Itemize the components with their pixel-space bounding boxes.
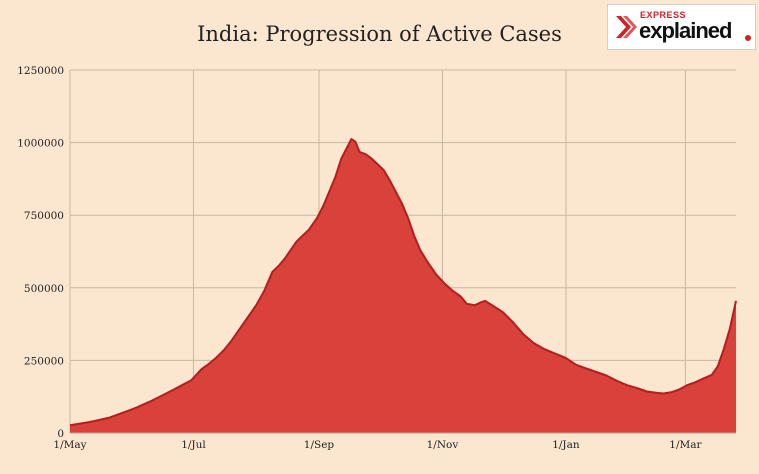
x-tick-label: 1/May <box>53 439 86 451</box>
y-tick-label: 500000 <box>24 283 64 295</box>
y-axis-ticks: 0 250000 500000 750000 1000000 1250000 <box>17 65 64 440</box>
logo-chevron-icon <box>616 16 637 38</box>
x-tick-label: 1/Sep <box>304 439 335 451</box>
express-explained-logo: EXPRESS explained <box>607 4 756 50</box>
y-tick-label: 250000 <box>24 355 64 367</box>
y-tick-label: 1250000 <box>17 65 64 77</box>
x-tick-label: 1/Mar <box>669 439 702 451</box>
y-tick-label: 750000 <box>24 210 64 222</box>
y-tick-label: 1000000 <box>17 138 64 150</box>
logo-explained-text: explained <box>639 18 732 43</box>
x-tick-label: 1/Jan <box>552 439 580 451</box>
y-tick-label: 0 <box>57 428 64 440</box>
x-tick-label: 1/Nov <box>427 439 459 451</box>
line-series-active-cases <box>69 138 737 427</box>
logo-express-text: EXPRESS <box>640 10 687 20</box>
x-axis-ticks: 1/May 1/Jul 1/Sep 1/Nov 1/Jan 1/Mar <box>53 439 702 451</box>
logo-dot <box>745 35 751 41</box>
chart-title: India: Progression of Active Cases <box>197 22 562 46</box>
x-tick-label: 1/Jul <box>181 439 206 451</box>
area-series-active-cases <box>70 139 736 433</box>
